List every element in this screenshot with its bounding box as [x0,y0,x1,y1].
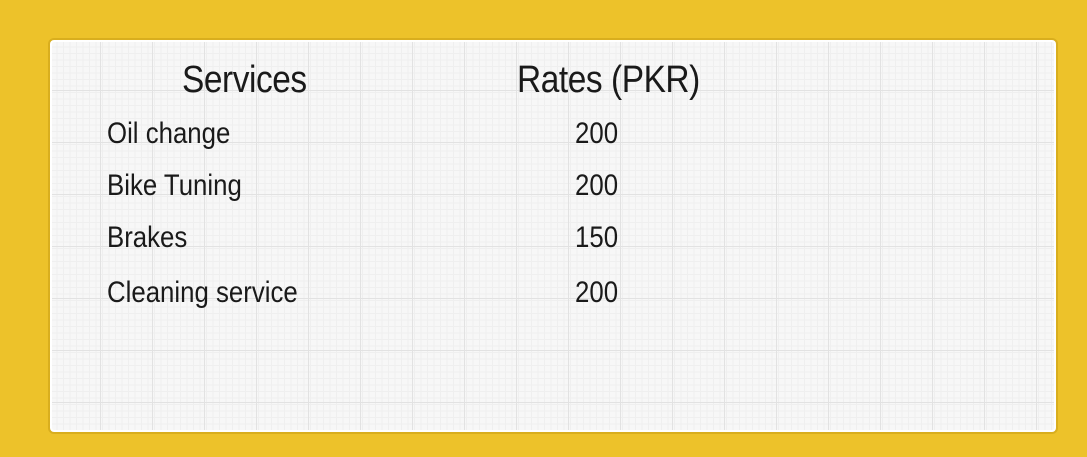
service-rate-brakes: 150 [575,221,619,254]
service-rate-bike-tuning: 200 [575,169,619,202]
service-rate-oil-change: 200 [575,117,619,150]
service-name-brakes: Brakes [107,221,188,254]
service-name-bike-tuning: Bike Tuning [107,169,242,202]
service-name-oil-change: Oil change [107,117,231,150]
services-column-header: Services [182,59,307,101]
service-rate-cleaning-service: 200 [575,276,619,309]
rates-table-card [48,38,1058,434]
rates-column-header: Rates (PKR) [517,59,700,101]
service-name-cleaning-service: Cleaning service [107,276,298,309]
